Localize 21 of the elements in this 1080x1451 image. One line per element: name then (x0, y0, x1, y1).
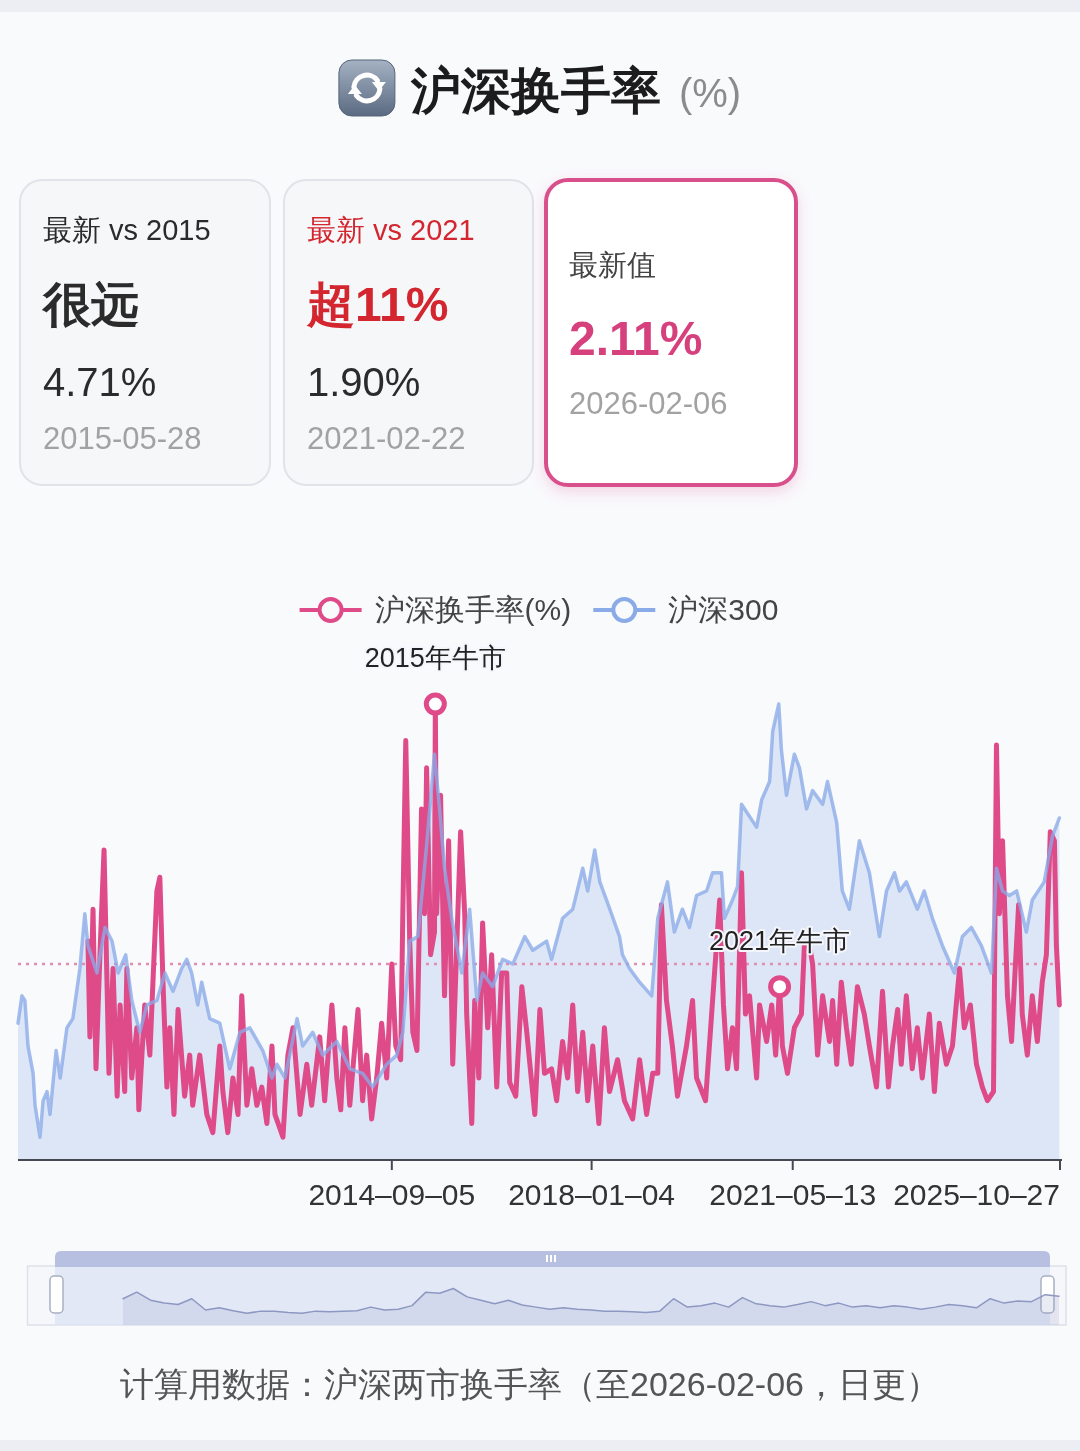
text: 很远 (41, 278, 139, 331)
text: 2026-02-06 (569, 386, 728, 421)
x-tick-label: 2025–10–27 (893, 1178, 1060, 1211)
text: 最新 vs 2015 (43, 214, 211, 246)
x-tick-label: 2014–09–05 (308, 1178, 476, 1211)
text: 最新值 (569, 249, 656, 281)
text: 2021-02-22 (307, 421, 466, 456)
text: 1.90% (307, 360, 421, 404)
text: 2015-05-28 (43, 421, 202, 456)
text: 沪深换手率 (409, 63, 661, 119)
text: (%) (678, 71, 742, 115)
text: 4.71% (43, 360, 157, 404)
legend-label: 沪深换手率(%) (374, 593, 572, 626)
annotation: 2015年牛市 (364, 643, 506, 673)
text: 最新 vs 2021 (307, 214, 475, 246)
x-tick-label: 2018–01–04 (508, 1178, 676, 1211)
text: 计算用数据：沪深两市换手率（至2026-02-06，日更） (120, 1365, 940, 1403)
text: 超11% (306, 278, 449, 331)
legend-label: 沪深300 (668, 593, 779, 626)
x-tick-label: 2021–05–13 (709, 1178, 877, 1211)
text: 2.11% (569, 312, 703, 365)
